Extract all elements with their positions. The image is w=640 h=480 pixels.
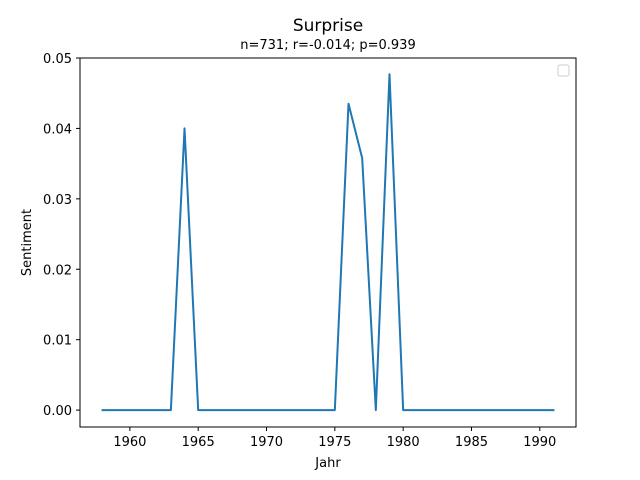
y-tick-label: 0.05: [43, 52, 72, 67]
chart-subtitle: n=731; r=-0.014; p=0.939: [240, 38, 415, 53]
y-axis-ticks: 0.00 0.01 0.02 0.03 0.04 0.05: [43, 52, 80, 419]
x-tick-label: 1985: [455, 435, 488, 450]
x-axis-label: Jahr: [314, 456, 341, 471]
y-tick-label: 0.02: [43, 263, 72, 278]
plot-area-frame: [79, 57, 577, 428]
x-tick-label: 1980: [387, 435, 420, 450]
chart-title: Surprise: [293, 16, 363, 36]
y-tick-label: 0.04: [43, 122, 72, 137]
x-tick-label: 1975: [318, 435, 351, 450]
legend-box: [557, 64, 570, 77]
y-tick-label: 0.03: [43, 193, 72, 208]
x-tick-label: 1965: [182, 435, 215, 450]
x-tick-label: 1990: [523, 435, 556, 450]
y-tick-label: 0.00: [43, 404, 72, 419]
series-layer: [101, 73, 555, 412]
y-tick-label: 0.01: [43, 334, 72, 349]
x-tick-label: 1970: [250, 435, 283, 450]
x-tick-label: 1960: [113, 435, 146, 450]
series-line: [101, 73, 555, 412]
x-axis-ticks: 1960 1965 1970 1975 1980 1985 1990: [113, 427, 556, 450]
y-axis-label: Sentiment: [20, 209, 35, 276]
